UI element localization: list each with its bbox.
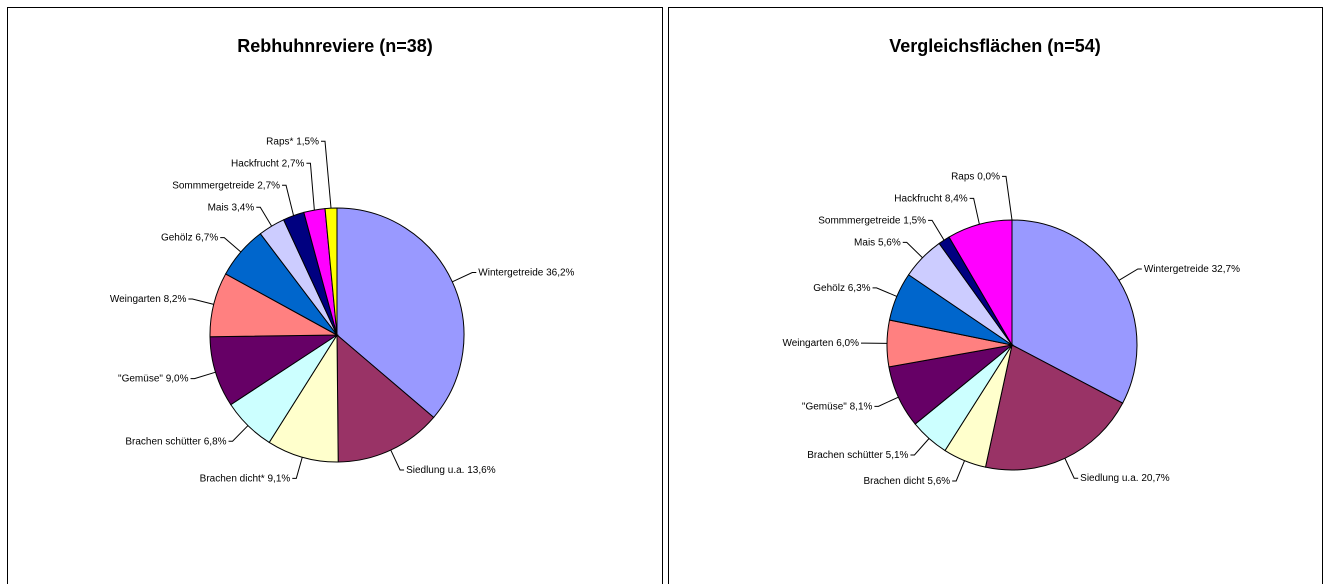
leader-line bbox=[452, 272, 477, 283]
slice-label: Wintergetreide 36,2% bbox=[478, 267, 574, 278]
slice-name: Gehölz bbox=[813, 283, 845, 294]
slice-label: Mais 5,6% bbox=[854, 237, 901, 248]
slice-name: "Gemüse" bbox=[118, 373, 163, 384]
slice-label: Raps* 1,5% bbox=[266, 136, 319, 147]
slice-label: Brachen schütter 5,1% bbox=[807, 450, 908, 461]
leader-line bbox=[292, 457, 303, 479]
slice-value-label: 8,1% bbox=[850, 401, 873, 412]
slice-name: Hackfrucht bbox=[231, 158, 279, 169]
slice-label: Weingarten 8,2% bbox=[110, 294, 187, 305]
leader-line bbox=[321, 140, 332, 209]
leader-line bbox=[220, 237, 242, 253]
pie-slice bbox=[336, 333, 435, 463]
slice-name: Brachen dicht bbox=[863, 476, 924, 487]
pie-slice bbox=[1011, 219, 1138, 404]
slice-value-label: 0,0% bbox=[977, 171, 1000, 182]
slice-value-label: 20,7% bbox=[1141, 473, 1169, 484]
slice-value-label: 1,5% bbox=[903, 215, 926, 226]
leader-line bbox=[874, 396, 899, 407]
slice-label: Gehölz 6,7% bbox=[161, 232, 218, 243]
slice-value-label: 9,1% bbox=[267, 473, 290, 484]
slice-name: Brachen schütter bbox=[125, 436, 201, 447]
slice-label: Siedlung u.a. 13,6% bbox=[406, 465, 496, 476]
slice-value-label: 8,4% bbox=[945, 193, 968, 204]
slice-label: Sommmergetreide 1,5% bbox=[818, 215, 926, 226]
slice-value-label: 3,4% bbox=[231, 202, 254, 213]
pie-slice bbox=[984, 344, 1124, 471]
leader-line bbox=[228, 425, 249, 442]
slice-name: Brachen schütter bbox=[807, 450, 883, 461]
slice-value-label: 5,6% bbox=[927, 476, 950, 487]
slice-value-label: 5,1% bbox=[886, 450, 909, 461]
slice-name: Weingarten bbox=[110, 294, 161, 305]
slice-name: Siedlung u.a. bbox=[1080, 473, 1138, 484]
slice-name: Brachen dicht* bbox=[200, 473, 265, 484]
slice-label: "Gemüse" 8,1% bbox=[802, 401, 873, 412]
slice-name: Mais bbox=[854, 237, 875, 248]
leader-line bbox=[910, 438, 930, 456]
leader-line bbox=[256, 206, 273, 227]
slice-name: Raps bbox=[951, 171, 974, 182]
slice-label: Hackfrucht 8,4% bbox=[894, 193, 967, 204]
leader-line bbox=[969, 197, 980, 225]
slice-label: Hackfrucht 2,7% bbox=[231, 158, 304, 169]
slice-label: "Gemüse" 9,0% bbox=[118, 373, 189, 384]
slice-value-label: 6,7% bbox=[195, 232, 218, 243]
slice-name: Wintergetreide bbox=[478, 267, 543, 278]
leader-line bbox=[188, 298, 214, 305]
slice-name: Gehölz bbox=[161, 232, 193, 243]
leader-line bbox=[306, 162, 315, 211]
leader-line bbox=[902, 241, 923, 259]
slice-value-label: 13,6% bbox=[467, 465, 495, 476]
leader-line bbox=[1002, 175, 1013, 221]
leader-line bbox=[1118, 268, 1142, 281]
chart-title: Vergleichsflächen (n=54) bbox=[889, 36, 1101, 56]
slice-label: Brachen schütter 6,8% bbox=[125, 436, 226, 447]
slice-value-label: 1,5% bbox=[296, 136, 319, 147]
slice-value-label: 2,7% bbox=[257, 180, 280, 191]
leader-line bbox=[190, 371, 216, 380]
leader-line bbox=[390, 449, 405, 471]
slice-value-label: 36,2% bbox=[546, 267, 574, 278]
pie-slice bbox=[324, 207, 338, 336]
slice-name: Sommmergetreide bbox=[172, 180, 255, 191]
slice-value-label: 5,6% bbox=[878, 237, 901, 248]
slice-name: Sommmergetreide bbox=[818, 215, 901, 226]
slice-value-label: 6,3% bbox=[848, 283, 871, 294]
slice-name: "Gemüse" bbox=[802, 401, 847, 412]
slice-label: Mais 3,4% bbox=[208, 202, 255, 213]
pie-slice bbox=[336, 207, 465, 419]
leader-line bbox=[1064, 458, 1079, 479]
slice-label: Sommmergetreide 2,7% bbox=[172, 180, 280, 191]
slice-name: Hackfrucht bbox=[894, 193, 942, 204]
slice-name: Raps* bbox=[266, 136, 293, 147]
slice-value-label: 9,0% bbox=[166, 373, 189, 384]
slice-name: Wintergetreide bbox=[1144, 264, 1209, 275]
slice-label: Siedlung u.a. 20,7% bbox=[1080, 473, 1170, 484]
slice-label: Weingarten 6,0% bbox=[782, 338, 859, 349]
slice-value-label: 6,0% bbox=[836, 338, 859, 349]
slice-label: Brachen dicht* 9,1% bbox=[200, 473, 291, 484]
slice-label: Gehölz 6,3% bbox=[813, 283, 870, 294]
chart-title: Rebhuhnreviere (n=38) bbox=[237, 36, 433, 56]
slice-name: Mais bbox=[208, 202, 229, 213]
slice-label: Brachen dicht 5,6% bbox=[863, 476, 950, 487]
slice-label: Raps 0,0% bbox=[951, 171, 1000, 182]
slice-value-label: 8,2% bbox=[164, 294, 187, 305]
slice-value-label: 32,7% bbox=[1212, 264, 1240, 275]
slice-name: Siedlung u.a. bbox=[406, 465, 464, 476]
slice-label: Wintergetreide 32,7% bbox=[1144, 264, 1240, 275]
slice-name: Weingarten bbox=[782, 338, 833, 349]
leader-line bbox=[872, 287, 898, 297]
slice-value-label: 6,8% bbox=[204, 436, 227, 447]
slice-value-label: 2,7% bbox=[282, 158, 305, 169]
leader-line bbox=[952, 460, 965, 482]
leader-line bbox=[928, 219, 945, 241]
leader-line bbox=[282, 184, 295, 216]
